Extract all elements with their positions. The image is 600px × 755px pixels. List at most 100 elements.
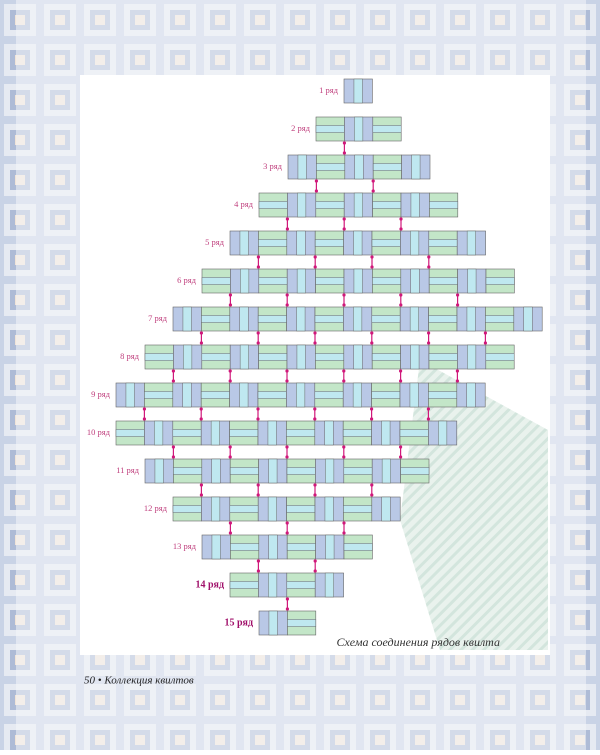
block-strip <box>183 344 193 370</box>
block-strip <box>286 467 316 475</box>
block-strip <box>297 154 307 180</box>
block-strip <box>410 268 420 294</box>
connector-dot <box>370 407 374 411</box>
connector-dot <box>199 483 203 487</box>
connector-dot <box>285 445 289 449</box>
block-strip <box>297 192 307 218</box>
block-strip <box>239 230 249 256</box>
connector-dot <box>313 417 317 421</box>
block-strip <box>438 420 448 446</box>
connector-dot <box>199 493 203 497</box>
block-strip <box>239 306 249 332</box>
block-strip <box>342 429 372 437</box>
connector-dot <box>199 331 203 335</box>
block-strip <box>286 581 316 589</box>
connector-dot <box>256 493 260 497</box>
block-strip <box>211 496 221 522</box>
connector-dot <box>370 255 374 259</box>
block-strip <box>381 496 391 522</box>
connector-dot <box>285 303 289 307</box>
block-strip <box>257 391 287 399</box>
block-strip <box>314 391 344 399</box>
row-label: 9 ряд <box>91 389 111 399</box>
connector-dot <box>285 531 289 535</box>
block-strip <box>258 201 288 209</box>
row-label: 11 ряд <box>116 465 139 475</box>
connector-dot <box>228 531 232 535</box>
block-strip <box>257 315 287 323</box>
connector-dot <box>399 369 403 373</box>
block-strip <box>325 458 335 484</box>
connector-dot <box>228 521 232 525</box>
connector-dot <box>399 455 403 459</box>
connector-dot <box>199 407 203 411</box>
connector-dot <box>313 493 317 497</box>
row-label: 8 ряд <box>120 351 140 361</box>
block-strip <box>354 116 364 142</box>
block-strip <box>144 353 174 361</box>
block-strip <box>315 277 345 285</box>
connector-dot <box>399 445 403 449</box>
row-label: 1 ряд <box>319 85 339 95</box>
connector-dot <box>256 483 260 487</box>
block-strip <box>268 610 278 636</box>
block-strip <box>314 315 344 323</box>
block-strip <box>268 458 278 484</box>
block-strip <box>485 277 515 285</box>
connector-dot <box>342 445 346 449</box>
block-strip <box>258 277 288 285</box>
block-strip <box>353 192 363 218</box>
connector-dot <box>285 227 289 231</box>
block-strip <box>229 581 259 589</box>
connector-dot <box>370 417 374 421</box>
block-strip <box>315 201 345 209</box>
connector-dot <box>313 559 317 563</box>
block-strip <box>286 429 316 437</box>
connector-dot <box>285 379 289 383</box>
connector-dot <box>399 227 403 231</box>
connector-dot <box>342 141 346 145</box>
connector-dot <box>285 217 289 221</box>
block-strip <box>324 420 334 446</box>
connector-dot <box>483 331 487 335</box>
block-strip <box>381 458 391 484</box>
block-strip <box>324 496 334 522</box>
connector-dot <box>455 379 459 383</box>
connector-dot <box>342 151 346 155</box>
connector-dot <box>371 189 375 193</box>
block-strip <box>200 391 230 399</box>
connector-dot <box>342 303 346 307</box>
connector-dot <box>256 331 260 335</box>
block-strip <box>410 192 420 218</box>
connector-dot <box>370 483 374 487</box>
connector-dot <box>313 341 317 345</box>
connector-dot <box>256 559 260 563</box>
connector-dot <box>256 341 260 345</box>
block-strip <box>466 306 476 332</box>
connector-dot <box>456 293 460 297</box>
block-strip <box>467 268 477 294</box>
connector-dot <box>370 331 374 335</box>
block-strip <box>485 353 515 361</box>
connector-dot <box>342 521 346 525</box>
block-strip <box>352 382 362 408</box>
block-strip <box>372 163 402 171</box>
block-strip <box>296 344 306 370</box>
connector-dot <box>399 217 403 221</box>
connector-dot <box>342 379 346 383</box>
caption: Схема соединения рядов квилта <box>336 635 500 649</box>
block-strip <box>229 505 259 513</box>
connector-dot <box>256 569 260 573</box>
connector-dot <box>228 379 232 383</box>
block-strip <box>372 201 402 209</box>
block-strip <box>182 382 192 408</box>
connector-dot <box>455 369 459 373</box>
block-strip <box>239 382 249 408</box>
block-strip <box>115 429 145 437</box>
connector-dot <box>342 531 346 535</box>
connector-dot <box>370 265 374 269</box>
block-strip <box>296 230 306 256</box>
connector-dot <box>228 303 232 307</box>
block-strip <box>411 154 421 180</box>
